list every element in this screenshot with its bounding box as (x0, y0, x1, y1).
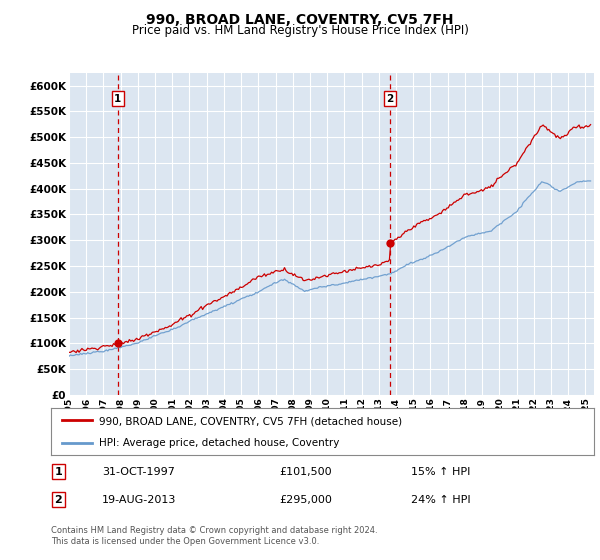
Text: Contains HM Land Registry data © Crown copyright and database right 2024.
This d: Contains HM Land Registry data © Crown c… (51, 526, 377, 546)
Text: 990, BROAD LANE, COVENTRY, CV5 7FH (detached house): 990, BROAD LANE, COVENTRY, CV5 7FH (deta… (99, 416, 402, 426)
Text: 2: 2 (55, 494, 62, 505)
Text: 31-OCT-1997: 31-OCT-1997 (102, 466, 175, 477)
Text: 2: 2 (386, 94, 394, 104)
Text: £295,000: £295,000 (279, 494, 332, 505)
Text: 19-AUG-2013: 19-AUG-2013 (102, 494, 176, 505)
Text: 1: 1 (55, 466, 62, 477)
Text: £101,500: £101,500 (279, 466, 332, 477)
Text: 15% ↑ HPI: 15% ↑ HPI (411, 466, 470, 477)
Text: 990, BROAD LANE, COVENTRY, CV5 7FH: 990, BROAD LANE, COVENTRY, CV5 7FH (146, 13, 454, 27)
Text: 24% ↑ HPI: 24% ↑ HPI (411, 494, 470, 505)
Text: Price paid vs. HM Land Registry's House Price Index (HPI): Price paid vs. HM Land Registry's House … (131, 24, 469, 37)
Text: HPI: Average price, detached house, Coventry: HPI: Average price, detached house, Cove… (99, 438, 339, 448)
Text: 1: 1 (114, 94, 121, 104)
